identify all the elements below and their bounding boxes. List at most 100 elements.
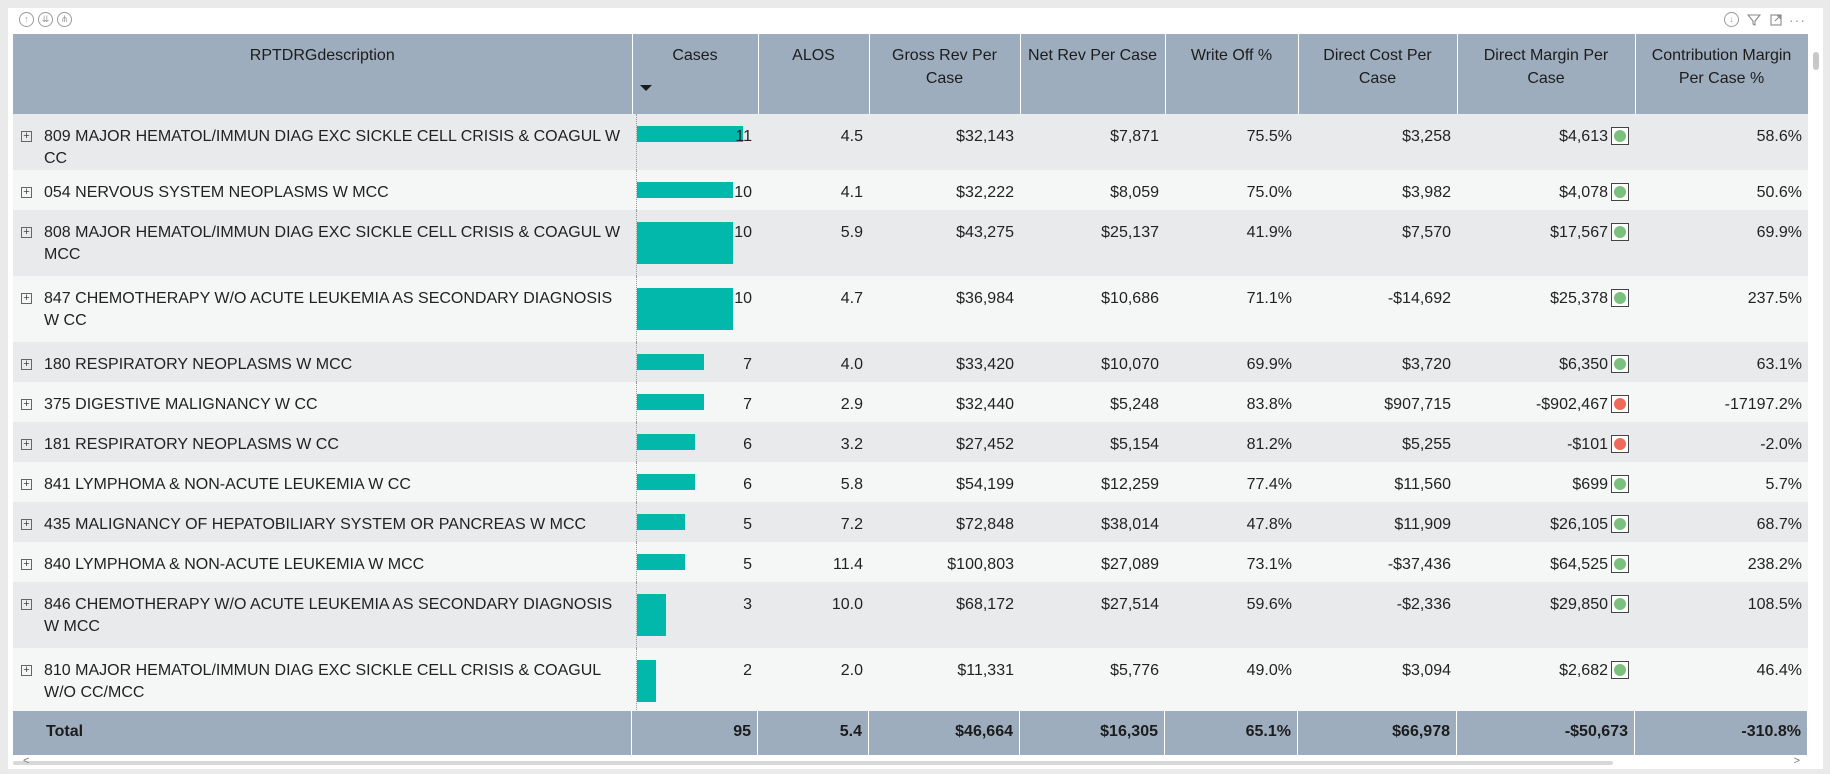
kpi-good-indicator-icon <box>1611 289 1629 307</box>
table-row[interactable]: +841 LYMPHOMA & NON-ACUTE LEUKEMIA W CC 6… <box>13 462 1808 502</box>
expand-row-icon[interactable]: + <box>21 131 32 142</box>
total-contribution-margin: -310.8% <box>1635 711 1808 755</box>
kpi-good-indicator-icon <box>1611 555 1629 573</box>
row-direct-cost: -$14,692 <box>1298 276 1457 342</box>
table-row[interactable]: +840 LYMPHOMA & NON-ACUTE LEUKEMIA W MCC… <box>13 542 1808 582</box>
bar-axis-line <box>636 342 637 382</box>
column-header-direct-margin[interactable]: Direct Margin Per Case <box>1457 34 1636 114</box>
row-description: +808 MAJOR HEMATOL/IMMUN DIAG EXC SICKLE… <box>13 210 632 276</box>
expand-row-icon[interactable]: + <box>21 293 32 304</box>
cases-data-bar <box>637 554 685 570</box>
table-scroll-area[interactable]: RPTDRGdescription Cases ALOS Gross Rev P… <box>13 34 1808 764</box>
expand-row-icon[interactable]: + <box>21 665 32 676</box>
sort-descending-icon <box>639 85 652 91</box>
scroll-left-icon[interactable]: < <box>23 755 30 767</box>
table-row[interactable]: +809 MAJOR HEMATOL/IMMUN DIAG EXC SICKLE… <box>13 114 1808 170</box>
table-row[interactable]: +435 MALIGNANCY OF HEPATOBILIARY SYSTEM … <box>13 502 1808 542</box>
table-row[interactable]: +181 RESPIRATORY NEOPLASMS W CC 6 3.2 $27,4… <box>13 422 1808 462</box>
total-label: Total <box>13 711 632 755</box>
row-write-off: 73.1% <box>1165 542 1298 582</box>
row-direct-margin: -$902,467 <box>1457 382 1635 422</box>
column-header-label: Cases <box>672 47 718 64</box>
expand-row-icon[interactable]: + <box>21 359 32 370</box>
row-description: +180 RESPIRATORY NEOPLASMS W MCC <box>13 342 632 382</box>
row-gross-rev: $32,222 <box>869 170 1020 210</box>
column-header-cases[interactable]: Cases <box>632 34 759 114</box>
expand-row-icon[interactable]: + <box>21 479 32 490</box>
horizontal-scroll-thumb[interactable] <box>13 761 1613 765</box>
table-row[interactable]: +180 RESPIRATORY NEOPLASMS W MCC 7 4.0 $33,… <box>13 342 1808 382</box>
direct-margin-value: -$902,467 <box>1535 396 1608 413</box>
cases-data-bar <box>637 660 656 702</box>
expand-row-icon[interactable]: + <box>21 439 32 450</box>
direct-margin-value: $29,850 <box>1550 596 1608 613</box>
expand-row-icon[interactable]: + <box>21 599 32 610</box>
table-row[interactable]: +846 CHEMOTHERAPY W/O ACUTE LEUKEMIA AS … <box>13 582 1808 648</box>
bar-axis-line <box>636 502 637 542</box>
cases-value: 3 <box>743 596 752 613</box>
row-direct-margin: $17,567 <box>1457 210 1635 276</box>
row-cases: 3 <box>632 582 758 648</box>
row-direct-margin: $25,378 <box>1457 276 1635 342</box>
column-header-direct-cost[interactable]: Direct Cost Per Case <box>1298 34 1458 114</box>
row-direct-margin: $26,105 <box>1457 502 1635 542</box>
more-options-icon[interactable]: ··· <box>1789 11 1806 28</box>
row-alos: 10.0 <box>758 582 869 648</box>
row-direct-cost: $11,909 <box>1298 502 1457 542</box>
column-header-gross-rev[interactable]: Gross Rev Per Case <box>869 34 1021 114</box>
drill-up-icon[interactable]: ↑ <box>19 12 34 27</box>
direct-margin-value: $4,078 <box>1559 184 1608 201</box>
direct-margin-value: $17,567 <box>1550 224 1608 241</box>
expand-row-icon[interactable]: + <box>21 227 32 238</box>
scroll-right-icon[interactable]: > <box>1793 755 1800 767</box>
bar-axis-line <box>636 542 637 582</box>
row-alos: 2.9 <box>758 382 869 422</box>
row-direct-margin: $4,078 <box>1457 170 1635 210</box>
table-row[interactable]: +808 MAJOR HEMATOL/IMMUN DIAG EXC SICKLE… <box>13 210 1808 276</box>
row-gross-rev: $72,848 <box>869 502 1020 542</box>
column-header-description[interactable]: RPTDRGdescription <box>13 34 633 114</box>
kpi-good-indicator-icon <box>1611 127 1629 145</box>
focus-mode-icon[interactable] <box>1768 12 1783 27</box>
row-description: +435 MALIGNANCY OF HEPATOBILIARY SYSTEM … <box>13 502 632 542</box>
vertical-scrollbar[interactable] <box>1813 52 1819 70</box>
cases-data-bar <box>637 354 704 370</box>
expand-row-icon[interactable]: + <box>21 187 32 198</box>
cases-value: 5 <box>743 516 752 533</box>
row-gross-rev: $33,420 <box>869 342 1020 382</box>
row-cases: 6 <box>632 422 758 462</box>
filter-icon[interactable] <box>1746 12 1761 27</box>
expand-row-icon[interactable]: + <box>21 399 32 410</box>
expand-all-icon[interactable]: ⇊ <box>38 12 53 27</box>
row-gross-rev: $43,275 <box>869 210 1020 276</box>
column-header-alos[interactable]: ALOS <box>758 34 870 114</box>
cases-value: 6 <box>743 436 752 453</box>
cases-value: 6 <box>743 476 752 493</box>
direct-margin-value: $25,378 <box>1550 290 1608 307</box>
row-direct-cost: $3,720 <box>1298 342 1457 382</box>
table-row[interactable]: +810 MAJOR HEMATOL/IMMUN DIAG EXC SICKLE… <box>13 648 1808 714</box>
table-row[interactable]: +847 CHEMOTHERAPY W/O ACUTE LEUKEMIA AS … <box>13 276 1808 342</box>
bar-axis-line <box>636 462 637 502</box>
column-header-write-off[interactable]: Write Off % <box>1165 34 1299 114</box>
horizontal-scrollbar[interactable]: < > <box>13 755 1808 768</box>
drill-hierarchy-icon[interactable]: ⋔ <box>57 12 72 27</box>
row-direct-margin: $64,525 <box>1457 542 1635 582</box>
bar-axis-line <box>636 648 637 714</box>
column-header-contribution-margin[interactable]: Contribution Margin Per Case % <box>1635 34 1808 114</box>
row-alos: 4.1 <box>758 170 869 210</box>
row-description-text: 180 RESPIRATORY NEOPLASMS W MCC <box>44 356 353 373</box>
expand-row-icon[interactable]: + <box>21 559 32 570</box>
cases-data-bar <box>637 514 685 530</box>
row-description-text: 846 CHEMOTHERAPY W/O ACUTE LEUKEMIA AS S… <box>44 596 613 635</box>
row-alos: 5.8 <box>758 462 869 502</box>
column-header-net-rev[interactable]: Net Rev Per Case <box>1020 34 1166 114</box>
expand-row-icon[interactable]: + <box>21 519 32 530</box>
row-net-rev: $27,089 <box>1020 542 1165 582</box>
bar-axis-line <box>636 170 637 210</box>
row-description: +841 LYMPHOMA & NON-ACUTE LEUKEMIA W CC <box>13 462 632 502</box>
table-row[interactable]: +054 NERVOUS SYSTEM NEOPLASMS W MCC 10 4.1… <box>13 170 1808 210</box>
row-contribution-margin: -2.0% <box>1635 422 1808 462</box>
table-row[interactable]: +375 DIGESTIVE MALIGNANCY W CC 7 2.9 $32,44… <box>13 382 1808 422</box>
drill-down-icon[interactable]: ↓ <box>1724 12 1739 27</box>
